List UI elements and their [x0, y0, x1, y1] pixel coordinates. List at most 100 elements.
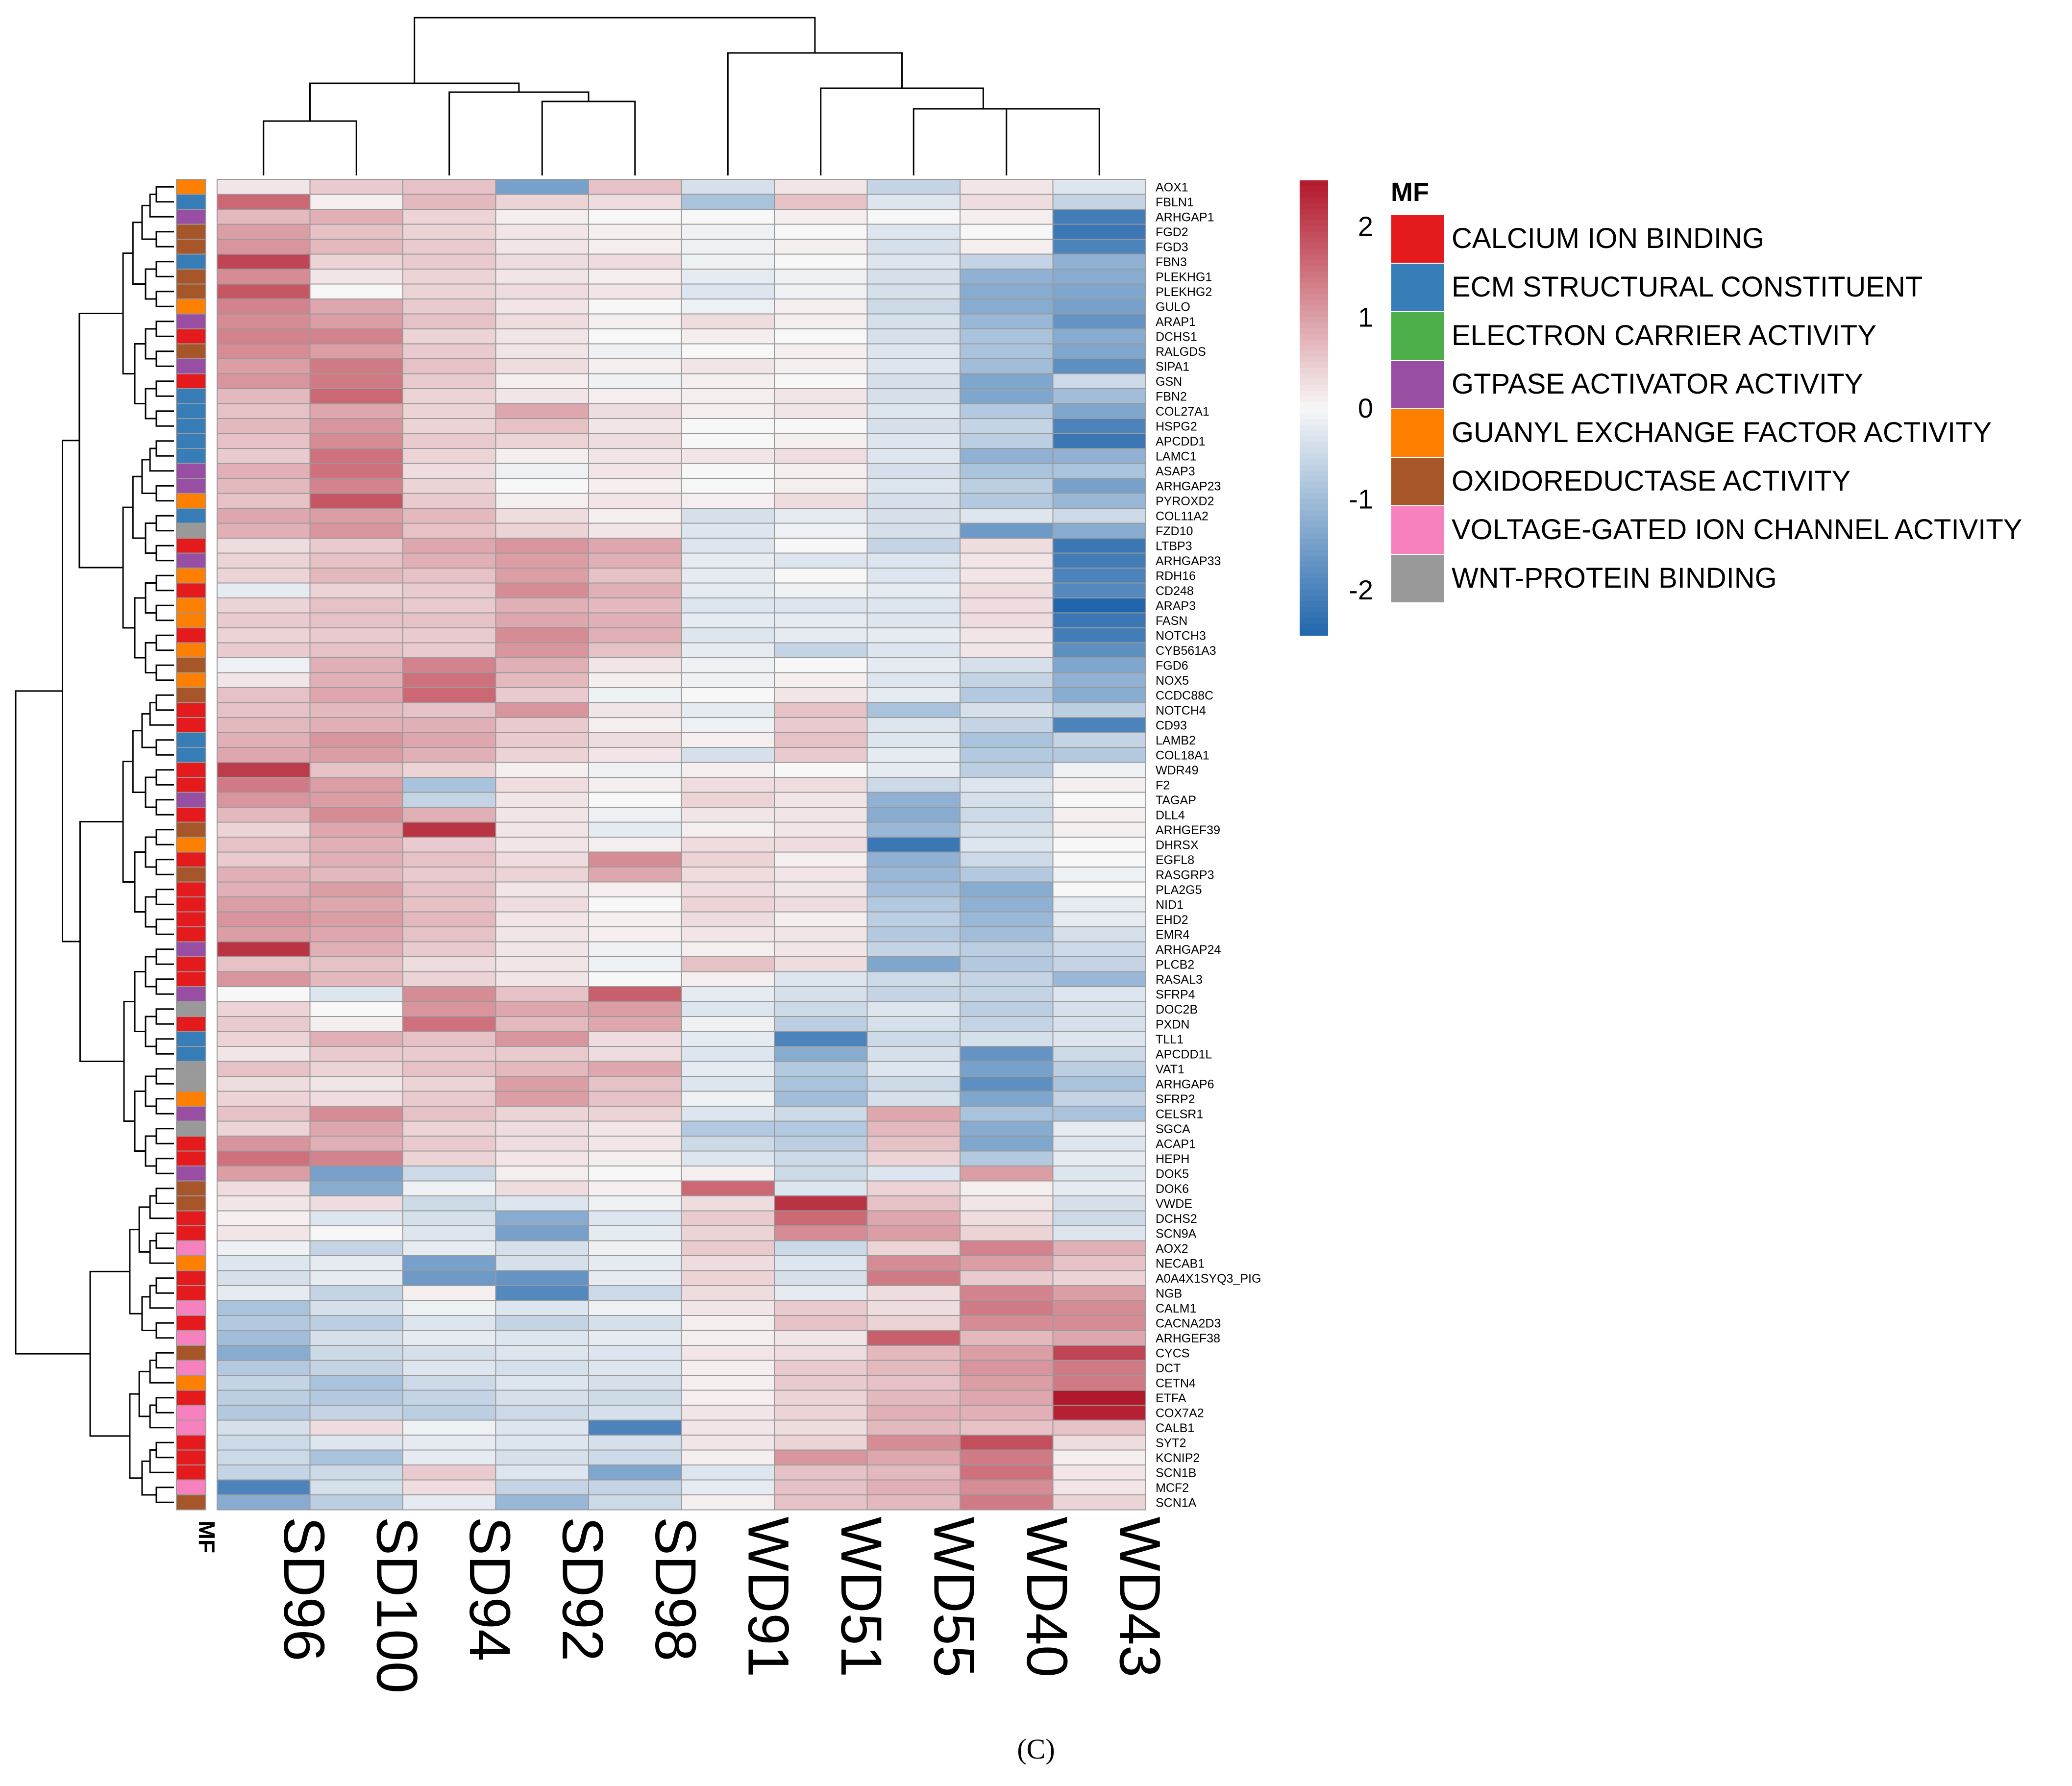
heatmap-cell-ARHGEF39-SD94 [402, 821, 496, 838]
mf-cell [176, 777, 206, 793]
color-scale-step [1300, 214, 1328, 221]
heatmap-cell-PXDN-SD96 [217, 1016, 311, 1032]
mf-cell [176, 343, 206, 359]
heatmap-cell-MCF2-SD98 [588, 1479, 682, 1495]
heatmap-cell-ASAP3-SD92 [495, 463, 589, 479]
gene-label: FBN3 [1156, 255, 1187, 269]
row-dendrogram-branch [155, 545, 174, 562]
column-dendrogram-branch [309, 82, 520, 121]
color-scale-step [1300, 243, 1328, 249]
heatmap-cell-HSPG2-SD100 [309, 418, 403, 434]
row-dendrogram-branch [155, 291, 174, 307]
mf-cell [176, 867, 206, 883]
heatmap-cell-ARHGEF39-WD43 [1052, 821, 1146, 838]
mf-cell [176, 298, 206, 315]
heatmap-cell-ARHGAP33-WD40 [960, 552, 1054, 569]
heatmap-cell-CETN4-WD91 [681, 1375, 775, 1391]
row-dendrogram-branch [155, 948, 174, 965]
legend-title: MF [1391, 177, 1429, 207]
heatmap-cell-NOTCH3-SD96 [217, 627, 311, 644]
row-dendrogram-branch [145, 388, 156, 420]
heatmap-cell-PXDN-SD100 [309, 1016, 403, 1032]
gene-label: DOK6 [1156, 1182, 1189, 1196]
heatmap-cell-ETFA-SD92 [495, 1389, 589, 1406]
heatmap-cell-SCN1A-WD91 [681, 1494, 775, 1511]
mf-cell [176, 851, 206, 868]
heatmap-cell-LTBP3-SD92 [495, 538, 589, 554]
heatmap-cell-SCN9A-WD51 [774, 1225, 868, 1241]
gene-label: CELSR1 [1156, 1107, 1203, 1121]
row-dendrogram-branch [155, 1008, 174, 1025]
color-scale-tick-label: 1 [1358, 301, 1373, 332]
heatmap-cell-ARHGEF39-WD51 [774, 821, 868, 838]
heatmap-cell-RASGRP3-WD91 [681, 867, 775, 883]
heatmap-cell-LAMB2-SD94 [402, 732, 496, 748]
heatmap-cell-DCHS2-SD92 [495, 1210, 589, 1226]
mf-cell [176, 1285, 206, 1301]
heatmap-cell-ACAP1-WD40 [960, 1136, 1054, 1152]
heatmap-cell-ARHGAP6-WD91 [681, 1076, 775, 1092]
color-scale-step [1300, 385, 1328, 392]
heatmap-cell-RASAL3-SD100 [309, 971, 403, 987]
heatmap-cell-COL27A1-SD92 [495, 403, 589, 419]
heatmap-cell-COX7A2-SD100 [309, 1405, 403, 1421]
heatmap-cell-CELSR1-WD43 [1052, 1106, 1146, 1122]
heatmap-cell-CD93-WD55 [866, 717, 961, 733]
row-dendrogram-branch [155, 1397, 174, 1414]
heatmap-cell-ARHGAP24-SD98 [588, 941, 682, 957]
heatmap-cell-COX7A2-WD91 [681, 1405, 775, 1421]
heatmap-cell-CALB1-WD55 [866, 1419, 961, 1436]
heatmap-cell-FASN-SD96 [217, 612, 311, 628]
column-dendrogram [263, 17, 1100, 175]
heatmap-cell-ARHGEF39-WD40 [960, 821, 1054, 838]
heatmap-cell-SFRP2-SD98 [588, 1091, 682, 1107]
heatmap-cell-COL27A1-SD94 [402, 403, 496, 419]
heatmap-cell-FGD2-WD55 [866, 223, 961, 240]
heatmap-cell-APCDD1-SD94 [402, 433, 496, 449]
mf-cell [176, 1375, 206, 1391]
heatmap-cell-NID1-SD100 [309, 896, 403, 913]
heatmap-cell-PYROXD2-WD55 [866, 493, 961, 509]
heatmap-cell-RALGDS-SD98 [588, 343, 682, 359]
gene-label: HSPG2 [1156, 420, 1197, 433]
gene-label: CETN4 [1156, 1376, 1196, 1390]
heatmap-cell-GULO-SD98 [588, 298, 682, 315]
gene-label: GSN [1156, 375, 1182, 389]
color-scale-step [1300, 271, 1328, 278]
heatmap-cell-PLEKHG2-WD91 [681, 283, 775, 299]
heatmap-cell-ARHGAP33-WD51 [774, 552, 868, 569]
heatmap-cell-DHRSX-WD55 [866, 837, 961, 853]
gene-label: PXDN [1156, 1017, 1189, 1031]
heatmap-cell-COL11A2-SD92 [495, 508, 589, 524]
row-dendrogram-branch [155, 769, 174, 786]
heatmap-cell-SFRP4-SD92 [495, 986, 589, 1002]
heatmap-cell-LAMC1-WD43 [1052, 448, 1146, 464]
row-dendrogram-branch [122, 761, 135, 883]
heatmap-cell-NGB-WD91 [681, 1285, 775, 1301]
heatmap-cell-FBN3-SD98 [588, 253, 682, 270]
gene-label: SFRP4 [1156, 988, 1195, 1001]
heatmap-cell-NOTCH4-WD51 [774, 702, 868, 718]
heatmap-cell-PLCB2-WD55 [866, 956, 961, 972]
mf-cell [176, 1136, 206, 1152]
heatmap-cell-RALGDS-SD96 [217, 343, 311, 359]
heatmap-cell-NID1-WD55 [866, 896, 961, 913]
heatmap-cell-RASAL3-SD98 [588, 971, 682, 987]
heatmap-cell-FGD3-SD94 [402, 239, 496, 255]
heatmap-cell-HEPH-WD43 [1052, 1150, 1146, 1166]
gene-label: CD93 [1156, 719, 1187, 732]
heatmap-cell-LTBP3-SD94 [402, 538, 496, 554]
heatmap-cell-COL11A2-WD91 [681, 508, 775, 524]
mf-cell [176, 1180, 206, 1196]
row-dendrogram-branch [155, 604, 174, 621]
heatmap-cell-CETN4-WD43 [1052, 1375, 1146, 1391]
mf-cell [176, 1464, 206, 1481]
row-dendrogram-branch [155, 1038, 174, 1055]
heatmap-cell-HEPH-WD55 [866, 1150, 961, 1166]
heatmap-cell-LAMC1-SD98 [588, 448, 682, 464]
heatmap-cell-CALM1-WD40 [960, 1300, 1054, 1316]
heatmap-cell-NECAB1-WD55 [866, 1255, 961, 1271]
gene-label: DOK5 [1156, 1167, 1189, 1181]
heatmap-cell-DCHS2-SD96 [217, 1210, 311, 1226]
heatmap-cell-CYCS-WD40 [960, 1345, 1054, 1361]
